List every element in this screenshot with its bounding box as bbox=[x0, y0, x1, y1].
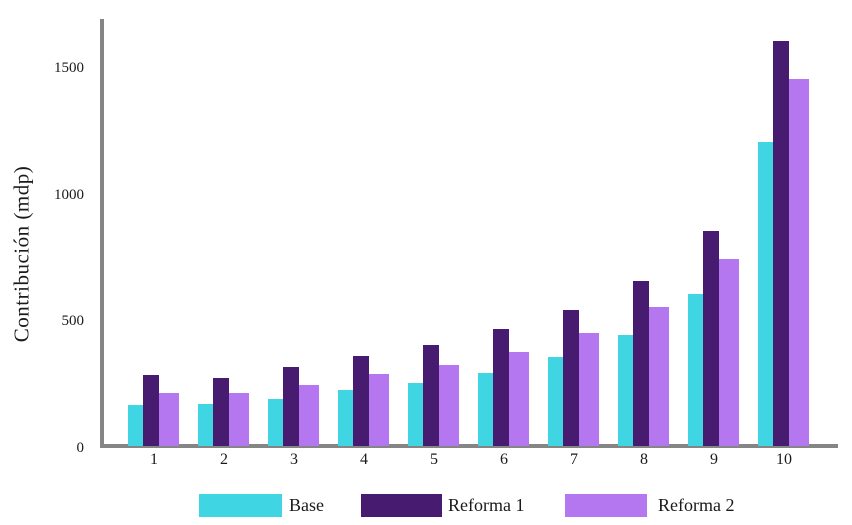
y-tick-label: 0 bbox=[76, 440, 85, 456]
x-tick-label: 6 bbox=[500, 451, 508, 468]
bar-base-7 bbox=[548, 357, 563, 446]
bar-base-6 bbox=[478, 373, 493, 446]
bar-reforma-1-10 bbox=[773, 41, 789, 446]
x-tick-label: 4 bbox=[360, 451, 368, 468]
bar-reforma-2-4 bbox=[369, 374, 389, 446]
x-tick-label: 10 bbox=[776, 451, 792, 468]
bar-reforma-2-2 bbox=[229, 393, 249, 446]
legend-label-reforma-1: Reforma 1 bbox=[448, 495, 525, 515]
bar-reforma-1-6 bbox=[493, 329, 509, 446]
legend: Base Reforma 1 Reforma 2 bbox=[0, 494, 852, 517]
bar-base-8 bbox=[618, 335, 633, 446]
x-axis-line bbox=[100, 444, 838, 448]
legend-swatch-reforma-1 bbox=[361, 494, 442, 517]
legend-label-base: Base bbox=[289, 495, 324, 515]
bar-reforma-2-7 bbox=[579, 333, 599, 446]
x-tick-label: 1 bbox=[150, 451, 158, 468]
bar-base-4 bbox=[338, 390, 353, 446]
legend-swatch-base bbox=[199, 494, 282, 517]
bar-reforma-2-5 bbox=[439, 365, 459, 446]
bar-reforma-2-1 bbox=[159, 393, 179, 446]
bar-reforma-1-4 bbox=[353, 356, 369, 446]
x-tick-label: 5 bbox=[430, 451, 438, 468]
bar-base-1 bbox=[128, 405, 143, 446]
bar-base-10 bbox=[758, 142, 773, 446]
bar-reforma-1-2 bbox=[213, 378, 229, 446]
bar-reforma-1-3 bbox=[283, 367, 299, 446]
x-tick-label: 9 bbox=[710, 451, 718, 468]
bar-reforma-1-9 bbox=[703, 231, 719, 446]
y-tick-label: 500 bbox=[61, 313, 85, 330]
bar-reforma-2-9 bbox=[719, 259, 739, 446]
bar-reforma-1-8 bbox=[633, 281, 649, 446]
bar-reforma-1-1 bbox=[143, 375, 159, 446]
legend-label-reforma-2: Reforma 2 bbox=[658, 495, 735, 515]
bar-base-2 bbox=[198, 404, 213, 446]
bar-base-5 bbox=[408, 383, 423, 446]
bar-base-3 bbox=[268, 399, 283, 446]
y-tick-label: 1500 bbox=[54, 60, 84, 76]
bar-base-9 bbox=[688, 294, 703, 446]
bar-reforma-2-3 bbox=[299, 385, 319, 446]
bar-reforma-2-8 bbox=[649, 307, 669, 446]
bar-reforma-2-6 bbox=[509, 352, 529, 446]
y-tick-label: 1000 bbox=[54, 186, 84, 203]
x-tick-label: 2 bbox=[220, 451, 228, 468]
x-tick-label: 3 bbox=[290, 451, 298, 468]
y-axis-line bbox=[100, 19, 104, 448]
legend-swatch-reforma-2 bbox=[565, 494, 647, 517]
bar-reforma-1-7 bbox=[563, 310, 579, 446]
bar-reforma-1-5 bbox=[423, 345, 439, 446]
x-tick-label: 8 bbox=[640, 451, 648, 468]
x-tick-label: 7 bbox=[570, 451, 578, 468]
bar-reforma-2-10 bbox=[789, 79, 809, 446]
